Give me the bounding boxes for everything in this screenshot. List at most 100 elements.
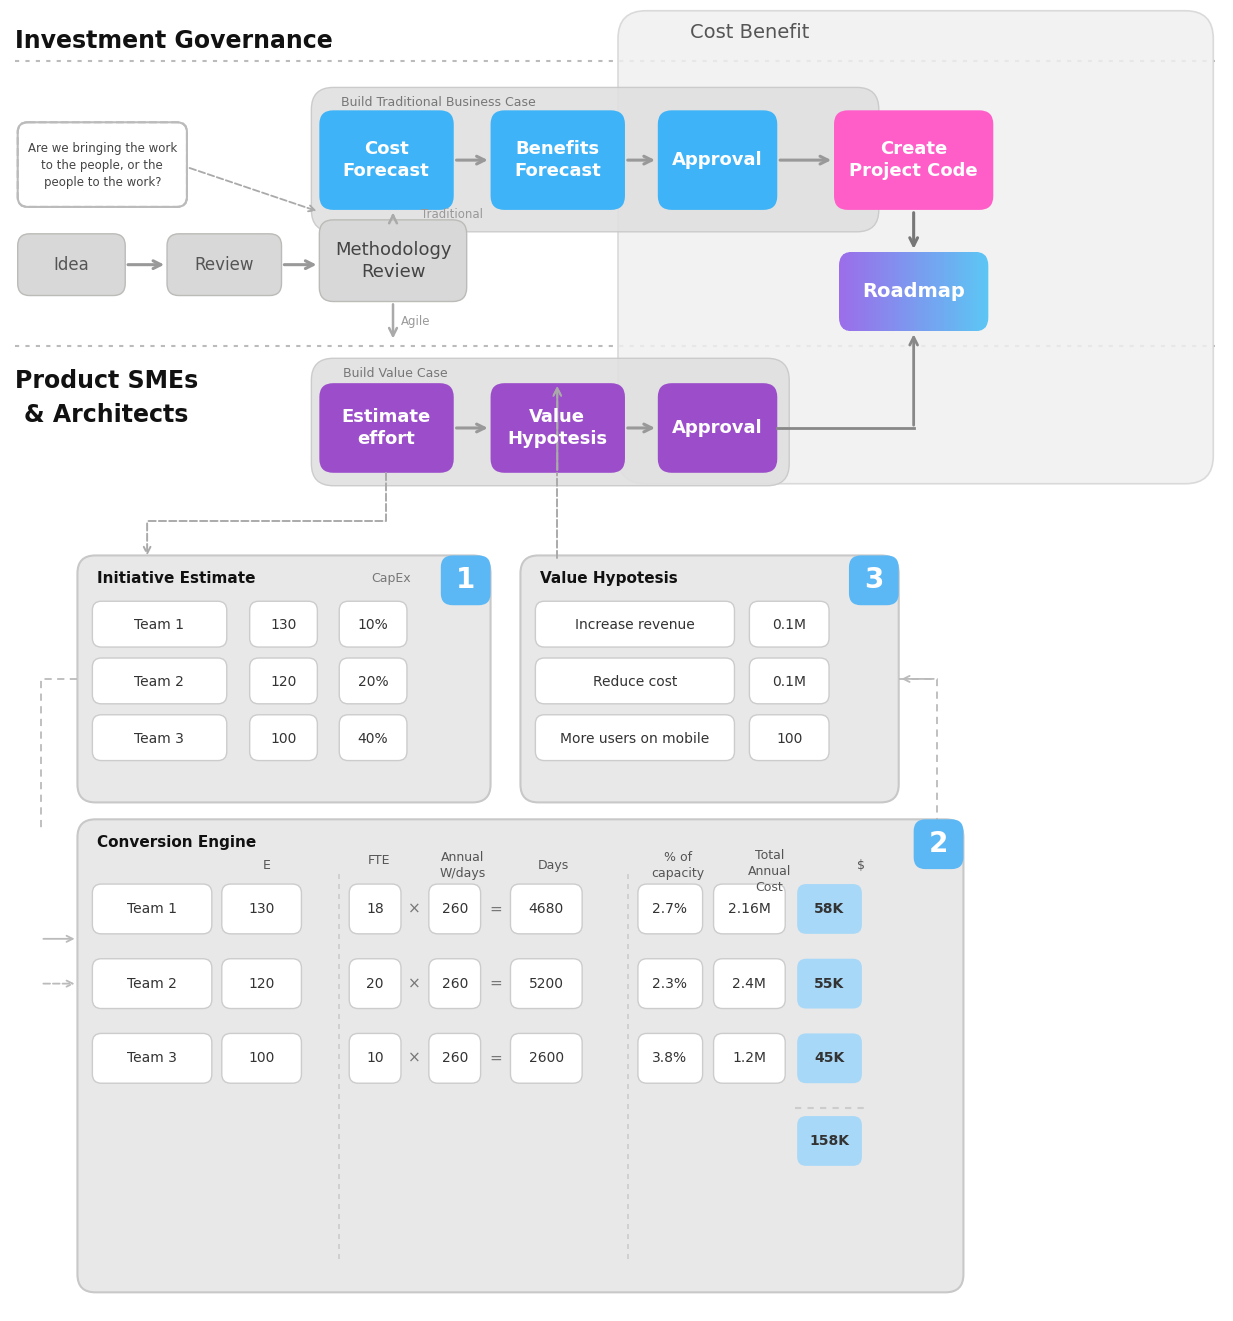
Text: Annual
W/days: Annual W/days xyxy=(440,851,486,880)
FancyBboxPatch shape xyxy=(954,252,959,332)
Text: 0.1M: 0.1M xyxy=(772,675,806,690)
Text: 3: 3 xyxy=(864,567,884,594)
Text: 10%: 10% xyxy=(358,618,388,633)
Text: Team 2: Team 2 xyxy=(134,675,184,690)
Text: 2.16M: 2.16M xyxy=(727,902,771,915)
Text: FTE: FTE xyxy=(367,855,391,867)
FancyBboxPatch shape xyxy=(535,658,735,704)
FancyBboxPatch shape xyxy=(637,884,703,934)
FancyBboxPatch shape xyxy=(714,1033,785,1083)
Text: 5200: 5200 xyxy=(529,976,563,991)
Text: Total
Annual
Cost: Total Annual Cost xyxy=(747,849,792,894)
FancyBboxPatch shape xyxy=(985,252,989,332)
Text: 130: 130 xyxy=(270,618,297,633)
Text: Approval: Approval xyxy=(672,151,763,169)
Text: 158K: 158K xyxy=(809,1133,850,1148)
Text: Estimate
effort: Estimate effort xyxy=(342,408,430,448)
Text: Initiative Estimate: Initiative Estimate xyxy=(97,571,256,585)
FancyBboxPatch shape xyxy=(319,383,454,473)
FancyBboxPatch shape xyxy=(339,658,407,704)
Text: Increase revenue: Increase revenue xyxy=(575,618,694,633)
FancyBboxPatch shape xyxy=(78,819,963,1292)
Text: Team 3: Team 3 xyxy=(127,1052,178,1065)
Text: Build Value Case: Build Value Case xyxy=(343,367,448,379)
Text: Agile: Agile xyxy=(401,314,430,328)
Text: Benefits
Forecast: Benefits Forecast xyxy=(514,140,600,180)
Text: Approval: Approval xyxy=(672,419,763,437)
Text: 100: 100 xyxy=(248,1052,275,1065)
FancyBboxPatch shape xyxy=(92,1033,212,1083)
Text: 2: 2 xyxy=(928,830,948,859)
FancyBboxPatch shape xyxy=(429,959,481,1008)
FancyBboxPatch shape xyxy=(349,959,401,1008)
Text: 20%: 20% xyxy=(358,675,388,690)
FancyBboxPatch shape xyxy=(339,601,407,647)
FancyBboxPatch shape xyxy=(880,252,885,332)
FancyBboxPatch shape xyxy=(899,252,904,332)
FancyBboxPatch shape xyxy=(319,219,466,301)
FancyBboxPatch shape xyxy=(222,1033,301,1083)
FancyBboxPatch shape xyxy=(714,959,785,1008)
FancyBboxPatch shape xyxy=(312,87,879,231)
FancyBboxPatch shape xyxy=(917,252,922,332)
FancyBboxPatch shape xyxy=(510,884,582,934)
FancyBboxPatch shape xyxy=(78,555,491,802)
FancyBboxPatch shape xyxy=(714,884,785,934)
FancyBboxPatch shape xyxy=(962,252,967,332)
Text: 20: 20 xyxy=(366,976,383,991)
Text: 100: 100 xyxy=(270,732,297,745)
FancyBboxPatch shape xyxy=(429,1033,481,1083)
FancyBboxPatch shape xyxy=(339,715,407,761)
Text: Reduce cost: Reduce cost xyxy=(593,675,677,690)
FancyBboxPatch shape xyxy=(925,252,930,332)
Text: 40%: 40% xyxy=(358,732,388,745)
FancyBboxPatch shape xyxy=(92,959,212,1008)
Text: Review: Review xyxy=(194,256,254,273)
Text: Methodology
Review: Methodology Review xyxy=(335,240,451,281)
Text: Cost Benefit: Cost Benefit xyxy=(689,24,809,42)
Text: =: = xyxy=(490,901,502,917)
FancyBboxPatch shape xyxy=(847,252,851,332)
Text: Build Traditional Business Case: Build Traditional Business Case xyxy=(342,96,536,108)
FancyBboxPatch shape xyxy=(973,252,978,332)
FancyBboxPatch shape xyxy=(249,658,317,704)
FancyBboxPatch shape xyxy=(906,252,911,332)
Text: ×: × xyxy=(408,901,420,917)
Text: 2.3%: 2.3% xyxy=(652,976,687,991)
FancyBboxPatch shape xyxy=(895,252,900,332)
Text: 4680: 4680 xyxy=(529,902,563,915)
Text: =: = xyxy=(490,1050,502,1066)
FancyBboxPatch shape xyxy=(491,383,625,473)
Text: 1: 1 xyxy=(456,567,475,594)
Text: Team 3: Team 3 xyxy=(134,732,184,745)
Text: 120: 120 xyxy=(270,675,297,690)
Text: Value
Hypotesis: Value Hypotesis xyxy=(507,408,608,448)
Text: 130: 130 xyxy=(248,902,275,915)
Text: ×: × xyxy=(408,976,420,991)
FancyBboxPatch shape xyxy=(312,358,789,486)
FancyBboxPatch shape xyxy=(888,252,893,332)
FancyBboxPatch shape xyxy=(520,555,899,802)
FancyBboxPatch shape xyxy=(92,884,212,934)
Text: 260: 260 xyxy=(441,1052,467,1065)
FancyBboxPatch shape xyxy=(914,252,919,332)
Text: Conversion Engine: Conversion Engine xyxy=(97,835,256,849)
FancyBboxPatch shape xyxy=(940,252,944,332)
Text: 2600: 2600 xyxy=(529,1052,563,1065)
FancyBboxPatch shape xyxy=(491,111,625,210)
Text: 120: 120 xyxy=(248,976,275,991)
FancyBboxPatch shape xyxy=(921,252,926,332)
Text: Team 1: Team 1 xyxy=(134,618,184,633)
FancyBboxPatch shape xyxy=(222,959,301,1008)
FancyBboxPatch shape xyxy=(92,658,227,704)
FancyBboxPatch shape xyxy=(798,1033,862,1083)
FancyBboxPatch shape xyxy=(319,111,454,210)
Text: 45K: 45K xyxy=(814,1052,845,1065)
FancyBboxPatch shape xyxy=(750,601,829,647)
FancyBboxPatch shape xyxy=(903,252,907,332)
Text: Team 1: Team 1 xyxy=(127,902,178,915)
FancyBboxPatch shape xyxy=(249,601,317,647)
Text: Are we bringing the work
to the people, or the
people to the work?: Are we bringing the work to the people, … xyxy=(27,141,178,189)
FancyBboxPatch shape xyxy=(838,252,843,332)
FancyBboxPatch shape xyxy=(862,252,866,332)
